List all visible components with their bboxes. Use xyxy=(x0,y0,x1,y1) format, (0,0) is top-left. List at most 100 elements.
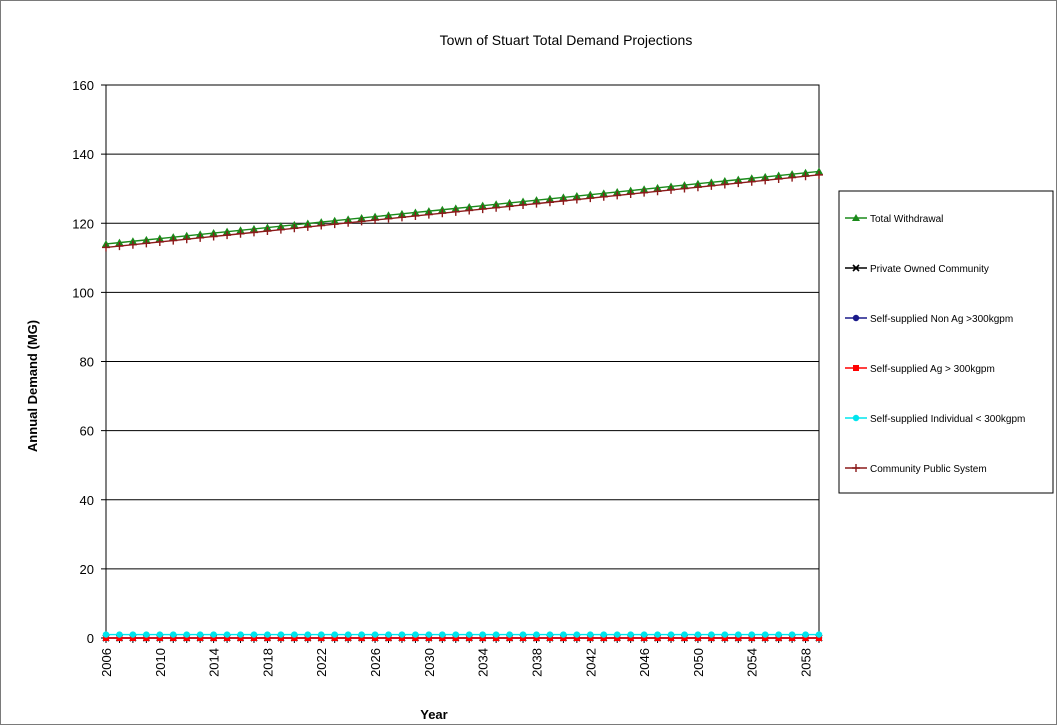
data-point-community-public-system xyxy=(599,192,608,201)
data-point-self-supplied-individual-300kgpm xyxy=(533,631,540,638)
legend-box xyxy=(838,190,1054,494)
data-point-self-supplied-ag-300kgpm xyxy=(506,635,513,641)
data-point-self-supplied-ag-300kgpm xyxy=(129,635,136,641)
data-point-self-supplied-ag-300kgpm xyxy=(197,635,204,641)
data-point-self-supplied-ag-300kgpm xyxy=(802,635,809,641)
data-point-self-supplied-individual-300kgpm xyxy=(385,631,392,638)
data-point-self-supplied-ag-300kgpm xyxy=(600,635,607,641)
legend-label-total-withdrawal: Total Withdrawal xyxy=(870,214,943,225)
data-point-community-public-system xyxy=(815,170,823,179)
y-tick-label: 160 xyxy=(72,78,94,93)
data-point-community-public-system xyxy=(169,236,178,245)
data-point-self-supplied-individual-300kgpm xyxy=(519,631,527,638)
data-point-community-public-system xyxy=(155,237,164,246)
data-point-self-supplied-ag-300kgpm xyxy=(694,635,701,641)
data-point-self-supplied-individual-300kgpm xyxy=(304,631,311,638)
data-point-self-supplied-individual-300kgpm xyxy=(667,631,675,638)
data-point-self-supplied-individual-300kgpm xyxy=(654,631,661,638)
y-tick-label: 40 xyxy=(80,493,94,508)
data-point-self-supplied-individual-300kgpm xyxy=(627,631,634,638)
data-point-self-supplied-ag-300kgpm xyxy=(708,635,715,641)
data-point-self-supplied-individual-300kgpm xyxy=(331,631,338,638)
data-point-community-public-system xyxy=(424,210,433,219)
data-point-self-supplied-ag-300kgpm xyxy=(735,635,742,641)
data-point-self-supplied-individual-300kgpm xyxy=(614,631,621,638)
x-tick-label: 2026 xyxy=(368,648,383,677)
data-point-community-public-system xyxy=(761,176,770,185)
x-tick-label: 2054 xyxy=(745,648,760,677)
data-point-self-supplied-individual-300kgpm xyxy=(264,631,271,638)
data-point-community-public-system xyxy=(357,217,366,226)
data-point-self-supplied-individual-300kgpm xyxy=(129,631,137,638)
x-tick-label: 2006 xyxy=(99,648,114,677)
data-point-self-supplied-ag-300kgpm xyxy=(452,635,459,641)
data-point-self-supplied-ag-300kgpm xyxy=(533,635,540,641)
data-point-community-public-system xyxy=(371,216,380,225)
data-point-community-public-system xyxy=(115,242,124,251)
legend-label-community-public-system: Community Public System xyxy=(870,464,987,475)
data-point-self-supplied-ag-300kgpm xyxy=(412,635,419,641)
data-point-community-public-system xyxy=(586,194,595,203)
data-point-community-public-system xyxy=(344,218,353,227)
data-point-community-public-system xyxy=(747,177,756,186)
legend-marker-community-public-system xyxy=(852,464,860,472)
x-tick-label: 2042 xyxy=(583,648,598,677)
data-point-self-supplied-ag-300kgpm xyxy=(425,635,432,641)
data-point-community-public-system xyxy=(142,239,151,248)
data-point-community-public-system xyxy=(613,191,622,200)
data-point-self-supplied-ag-300kgpm xyxy=(170,635,177,641)
data-point-self-supplied-ag-300kgpm xyxy=(587,635,594,641)
data-point-self-supplied-individual-300kgpm xyxy=(708,631,715,638)
data-point-self-supplied-ag-300kgpm xyxy=(789,635,796,641)
data-point-self-supplied-individual-300kgpm xyxy=(358,631,365,638)
plot-area: 0 20 40 60 80 100 120 140 160 2006 2010 2014 2018 202… xyxy=(72,78,823,677)
data-point-self-supplied-individual-300kgpm xyxy=(223,631,231,638)
data-point-community-public-system xyxy=(263,227,272,236)
y-tick-label: 80 xyxy=(80,355,94,370)
data-point-self-supplied-individual-300kgpm xyxy=(587,631,594,638)
legend-marker-self-supplied-ag-300kgpm xyxy=(853,365,859,371)
data-point-self-supplied-individual-300kgpm xyxy=(412,631,419,638)
data-point-self-supplied-ag-300kgpm xyxy=(560,635,567,641)
data-point-self-supplied-individual-300kgpm xyxy=(546,631,554,638)
data-point-community-public-system xyxy=(384,214,393,223)
data-point-self-supplied-ag-300kgpm xyxy=(277,635,284,641)
data-point-self-supplied-ag-300kgpm xyxy=(721,635,728,641)
data-point-self-supplied-ag-300kgpm xyxy=(439,635,446,641)
y-axis-label: Annual Demand (MG) xyxy=(25,320,40,452)
data-point-community-public-system xyxy=(451,207,460,216)
data-point-self-supplied-individual-300kgpm xyxy=(291,631,298,638)
data-point-community-public-system xyxy=(505,202,514,211)
data-point-self-supplied-ag-300kgpm xyxy=(641,635,648,641)
data-point-self-supplied-ag-300kgpm xyxy=(627,635,634,641)
data-point-self-supplied-individual-300kgpm xyxy=(143,631,150,638)
data-point-self-supplied-ag-300kgpm xyxy=(237,635,244,641)
data-point-community-public-system xyxy=(545,198,554,207)
data-point-community-public-system xyxy=(330,220,339,229)
data-point-self-supplied-ag-300kgpm xyxy=(816,635,822,641)
data-point-community-public-system xyxy=(465,206,474,215)
data-point-self-supplied-ag-300kgpm xyxy=(210,635,217,641)
data-point-self-supplied-ag-300kgpm xyxy=(493,635,500,641)
data-point-self-supplied-individual-300kgpm xyxy=(600,631,607,638)
data-point-community-public-system xyxy=(801,172,810,181)
data-point-self-supplied-ag-300kgpm xyxy=(250,635,257,641)
x-tick-label: 2030 xyxy=(422,648,437,677)
data-point-self-supplied-individual-300kgpm xyxy=(452,631,459,638)
data-point-self-supplied-individual-300kgpm xyxy=(210,631,217,638)
data-point-self-supplied-individual-300kgpm xyxy=(196,631,204,638)
data-point-self-supplied-ag-300kgpm xyxy=(372,635,379,641)
data-point-self-supplied-individual-300kgpm xyxy=(640,631,648,638)
legend-label-self-supplied-individual-300kgpm: Self-supplied Individual < 300kgpm xyxy=(870,414,1025,425)
x-tick-label: 2014 xyxy=(207,648,222,677)
data-point-community-public-system xyxy=(438,209,447,218)
data-point-self-supplied-ag-300kgpm xyxy=(331,635,338,641)
data-point-self-supplied-ag-300kgpm xyxy=(304,635,311,641)
data-point-community-public-system xyxy=(720,180,729,189)
data-point-self-supplied-ag-300kgpm xyxy=(748,635,755,641)
data-point-self-supplied-ag-300kgpm xyxy=(116,635,123,641)
y-tick-label: 100 xyxy=(72,285,94,300)
data-point-self-supplied-individual-300kgpm xyxy=(466,631,473,638)
data-point-self-supplied-individual-300kgpm xyxy=(170,631,177,638)
data-point-self-supplied-ag-300kgpm xyxy=(546,635,553,641)
